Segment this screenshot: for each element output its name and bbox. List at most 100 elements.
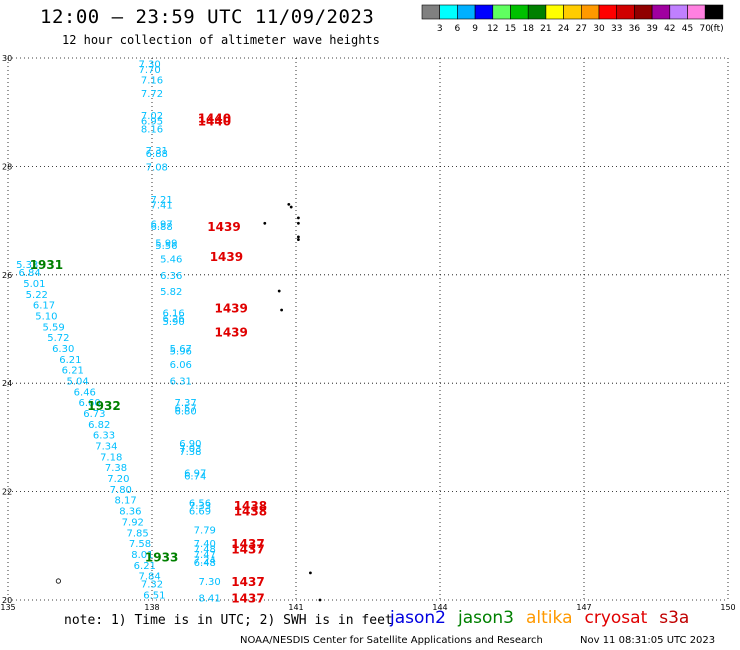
swh-value: 7.20: [107, 474, 129, 485]
swh-value: 5.72: [47, 333, 69, 344]
pass-time-label: 1437: [231, 575, 264, 589]
pass-time-label: 1440: [198, 112, 231, 126]
swh-value: 5.22: [26, 290, 48, 301]
footer-credit: NOAA/NESDIS Center for Satellite Applica…: [240, 635, 543, 646]
color-scale-label: 3: [437, 24, 443, 34]
swh-value: 5.99: [155, 238, 177, 249]
swh-value: 6.95: [141, 116, 163, 127]
y-tick-label: 22: [2, 488, 12, 497]
land-point: [263, 221, 267, 225]
swh-value: 6.26: [162, 314, 184, 325]
plot-grid: [7, 57, 729, 601]
color-scale-label: 70: [699, 24, 711, 34]
swh-value: 7.84: [138, 572, 160, 583]
color-scale-label: 15: [505, 24, 516, 34]
color-scale-label: 18: [522, 24, 534, 34]
pass-time-label: 1439: [214, 301, 247, 315]
swh-value: 7.24: [194, 555, 216, 566]
swh-value: 6.88: [146, 149, 168, 160]
swh-value: 6.31: [170, 376, 192, 387]
swh-value: 8.36: [119, 507, 141, 518]
swh-value: 7.38: [179, 447, 201, 458]
swh-value: 6.57: [174, 404, 196, 415]
swh-value: 6.80: [174, 406, 196, 417]
swh-value: 7.79: [194, 526, 216, 537]
swh-value: 6.16: [162, 309, 184, 320]
swh-value: 5.90: [162, 317, 184, 328]
land-point: [309, 571, 312, 575]
color-scale-swatch: [492, 4, 511, 20]
swh-value: 6.73: [83, 409, 105, 420]
swh-value: 6.88: [150, 222, 172, 233]
swh-value: 8.41: [198, 593, 220, 604]
swh-value: 6.33: [93, 431, 115, 442]
swh-value: 7.33: [189, 501, 211, 512]
color-scale-swatch: [669, 4, 688, 20]
swh-value: 7.72: [141, 89, 163, 100]
x-tick-label: 135: [0, 603, 15, 612]
x-tick-label: 147: [576, 603, 591, 612]
swh-value: 7.58: [129, 539, 151, 550]
y-tick-label: 30: [2, 54, 12, 63]
swh-value: 6.97: [150, 219, 172, 230]
color-scale-label: 36: [629, 24, 641, 34]
color-scale-swatch: [474, 4, 494, 20]
swh-value: 6.21: [59, 355, 81, 366]
color-scale-label: (ft): [710, 24, 724, 34]
pass-time-label: 1931: [30, 258, 63, 272]
swh-value: 6.06: [170, 360, 192, 371]
swh-value: 7.40: [194, 539, 216, 550]
swh-value: 7.85: [126, 528, 148, 539]
swh-value: 6.48: [194, 558, 216, 569]
pass-time-label: 1932: [87, 399, 120, 413]
swh-value: 5.56: [155, 241, 177, 252]
land-point: [297, 238, 300, 241]
swh-value: 7.02: [141, 111, 163, 122]
color-scale-swatch: [598, 4, 618, 20]
color-scale-legend: 3 6 9 12 15 18 21 24 27 30 33 36 39 42 45 70 (ft): [421, 4, 724, 34]
swh-value: 6.82: [88, 420, 110, 431]
land-point: [287, 202, 291, 206]
swh-values: 7.307.707.167.727.026.958.167.316.887.08…: [16, 59, 221, 604]
pass-time-label: 1437: [231, 537, 264, 551]
axis-tick-labels: 135 138 141 144 147 150 20 22 24 26 28 30: [0, 54, 735, 612]
color-scale-label: 39: [646, 24, 658, 34]
pass-time-label: 1438: [234, 499, 267, 513]
land-point: [297, 235, 300, 239]
pass-time-label: 1437: [231, 543, 264, 557]
x-tick-label: 141: [288, 603, 303, 612]
pass-time-label: 1439: [214, 326, 247, 340]
swh-value: 7.41: [150, 200, 172, 211]
swh-value: 6.17: [33, 301, 55, 312]
land-markers: [55, 202, 322, 602]
pass-time-label: 1439: [210, 250, 243, 264]
color-scale-swatch: [527, 4, 547, 20]
swh-value: 6.51: [143, 591, 165, 602]
swh-value: 5.59: [42, 322, 64, 333]
x-tick-label: 150: [720, 603, 735, 612]
satellite-legend-item: jason3: [458, 608, 514, 628]
y-tick-label: 24: [2, 379, 12, 388]
swh-value: 6.97: [184, 469, 206, 480]
satellite-legend-item: s3a: [659, 608, 690, 628]
color-scale-label: 9: [472, 24, 478, 34]
swh-value: 7.21: [150, 195, 172, 206]
station-marker: [55, 578, 62, 584]
swh-value: 6.90: [179, 439, 201, 450]
swh-value: 5.10: [35, 311, 57, 322]
swh-value: 6.56: [189, 498, 211, 509]
land-point: [280, 308, 283, 312]
swh-value: 5.04: [66, 376, 88, 387]
swh-value: 7.08: [146, 162, 168, 173]
color-scale-label: 24: [558, 24, 570, 34]
swh-value: 5.96: [170, 347, 192, 358]
footer-note: note: 1) Time is in UTC; 2) SWH is in fe…: [64, 613, 393, 628]
swh-value: 7.32: [141, 580, 163, 591]
swh-value: 7.38: [105, 463, 127, 474]
color-scale-label: 42: [664, 24, 675, 34]
swh-value: 5.33: [16, 260, 38, 271]
land-point: [277, 289, 281, 293]
swh-value: 8.17: [114, 496, 136, 507]
swh-value: 6.21: [134, 561, 156, 572]
